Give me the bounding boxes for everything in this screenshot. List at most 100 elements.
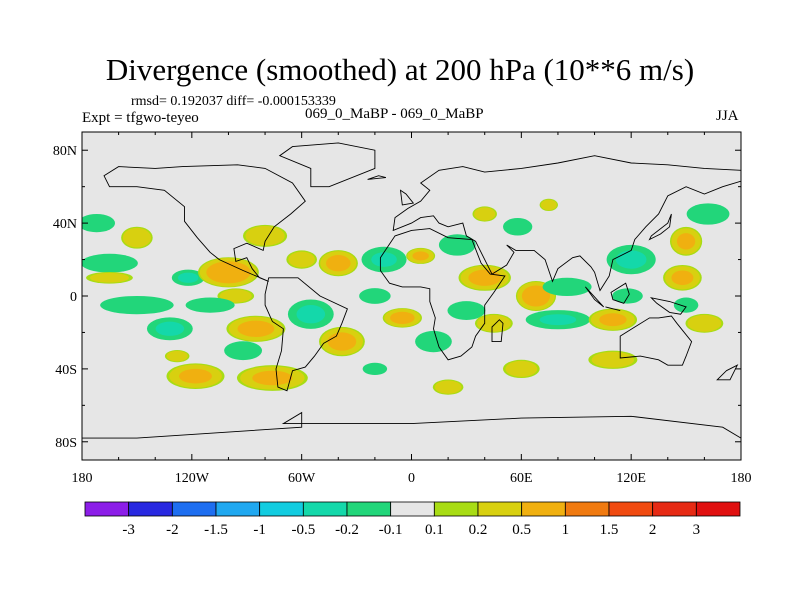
coastline bbox=[716, 364, 739, 381]
divergence-contour bbox=[671, 270, 694, 286]
divergence-contour bbox=[412, 251, 429, 261]
divergence-contour bbox=[206, 261, 251, 284]
divergence-contour bbox=[599, 313, 627, 327]
divergence-contour bbox=[122, 227, 151, 248]
x-tick-label: 60W bbox=[288, 471, 316, 486]
divergence-contour bbox=[166, 350, 188, 362]
divergence-contour bbox=[226, 342, 260, 360]
colorbar-swatch bbox=[477, 501, 523, 517]
divergence-contour bbox=[687, 314, 722, 332]
x-tick-label: 120E bbox=[616, 471, 646, 486]
colorbar-label: -1.5 bbox=[204, 522, 228, 538]
divergence-contour bbox=[505, 360, 538, 377]
divergence-field bbox=[82, 198, 730, 395]
x-tick-label: 0 bbox=[408, 471, 415, 486]
divergence-contour bbox=[327, 332, 357, 351]
coastline bbox=[491, 319, 504, 343]
coastline bbox=[264, 277, 348, 392]
colorbar-label: -0.2 bbox=[335, 522, 359, 538]
divergence-contour bbox=[104, 297, 169, 314]
colorbar-label: 0.5 bbox=[512, 522, 531, 538]
colorbar-swatch bbox=[302, 501, 348, 517]
divergence-contour bbox=[326, 255, 351, 272]
colorbar-swatch bbox=[652, 501, 697, 517]
coastline bbox=[82, 411, 741, 460]
divergence-contour bbox=[505, 219, 530, 235]
coastline bbox=[649, 297, 687, 315]
divergence-contour bbox=[591, 351, 635, 368]
divergence-contour bbox=[237, 320, 275, 337]
colorbar-swatch bbox=[433, 501, 479, 517]
season-label: JJA bbox=[716, 108, 739, 124]
coastline bbox=[619, 315, 693, 366]
coastline bbox=[392, 155, 741, 292]
divergence-contour bbox=[614, 289, 641, 303]
colorbar-label: -1 bbox=[253, 522, 266, 538]
colorbar-label: 0.1 bbox=[425, 522, 444, 538]
divergence-contour bbox=[390, 311, 415, 324]
divergence-contour bbox=[89, 272, 129, 283]
y-tick-label: 80S bbox=[55, 436, 77, 451]
colorbar-swatch bbox=[259, 501, 304, 517]
chart-title: Divergence (smoothed) at 200 hPa (10**6 … bbox=[105, 52, 695, 87]
divergence-contour bbox=[441, 235, 474, 255]
colorbar-label: 3 bbox=[693, 522, 701, 538]
colorbar-swatch bbox=[171, 501, 217, 517]
colorbar-label: 1.5 bbox=[600, 522, 619, 538]
colorbar-label: 2 bbox=[649, 522, 657, 538]
divergence-contour bbox=[476, 314, 511, 332]
coastline bbox=[585, 286, 605, 308]
divergence-contour bbox=[179, 368, 212, 384]
divergence-contour bbox=[177, 272, 199, 283]
divergence-contour bbox=[521, 285, 551, 307]
colorbar-label: 0.2 bbox=[469, 522, 488, 538]
y-tick-label: 80N bbox=[53, 144, 77, 159]
divergence-contour bbox=[540, 199, 557, 211]
coastline bbox=[379, 228, 506, 361]
colorbar-swatch bbox=[215, 501, 261, 517]
colorbar-label: 1 bbox=[562, 522, 570, 538]
divergence-contour bbox=[155, 321, 185, 336]
colorbar-swatch bbox=[608, 501, 654, 517]
colorbar-swatch bbox=[390, 501, 435, 517]
stats-line: rmsd= 0.192037 diff= -0.000153339 bbox=[131, 94, 336, 109]
coastline bbox=[605, 306, 621, 312]
coastline bbox=[367, 175, 387, 180]
colorbar-label: -2 bbox=[166, 522, 179, 538]
divergence-contour bbox=[245, 226, 285, 246]
colorbar-swatch bbox=[521, 501, 566, 517]
colorbar-swatch bbox=[695, 501, 741, 517]
divergence-contour bbox=[84, 254, 135, 272]
divergence-contour bbox=[360, 288, 389, 304]
colorbar: -3 -2 -1.5 -1 -0.5 -0.2 -0.1 0.1 0.2 0.5 1 1.5 2 3 bbox=[84, 501, 741, 538]
divergence-contour bbox=[434, 380, 462, 394]
divergence-contour bbox=[474, 207, 496, 221]
divergence-contour bbox=[82, 215, 113, 232]
coastline bbox=[610, 282, 630, 304]
case-label: 069_0_MaBP - 069_0_MaBP bbox=[305, 106, 484, 122]
divergence-contour bbox=[689, 204, 727, 224]
divergence-contour bbox=[417, 332, 450, 351]
divergence-contour bbox=[252, 370, 293, 386]
experiment-label: Expt = tfgwo-teyeo bbox=[82, 110, 199, 126]
divergence-contour bbox=[545, 278, 589, 295]
divergence-contour bbox=[288, 251, 315, 268]
colorbar-swatch bbox=[564, 501, 610, 517]
continent-outlines bbox=[82, 142, 741, 460]
divergence-contour bbox=[615, 250, 647, 269]
x-tick-label: 180 bbox=[731, 471, 752, 486]
x-tick-label: 120W bbox=[175, 471, 210, 486]
coastline bbox=[103, 164, 306, 282]
colorbar-swatch bbox=[128, 501, 173, 517]
divergence-contour bbox=[449, 302, 484, 319]
divergence-contour bbox=[675, 298, 697, 312]
divergence-contour bbox=[468, 269, 502, 286]
colorbar-label: -3 bbox=[122, 522, 135, 538]
divergence-contour bbox=[676, 233, 696, 250]
y-tick-label: 40S bbox=[55, 363, 77, 378]
colorbar-label: -0.5 bbox=[291, 522, 315, 538]
coastline bbox=[278, 142, 376, 188]
y-tick-label: 0 bbox=[70, 290, 77, 305]
divergence-contour bbox=[539, 314, 577, 326]
